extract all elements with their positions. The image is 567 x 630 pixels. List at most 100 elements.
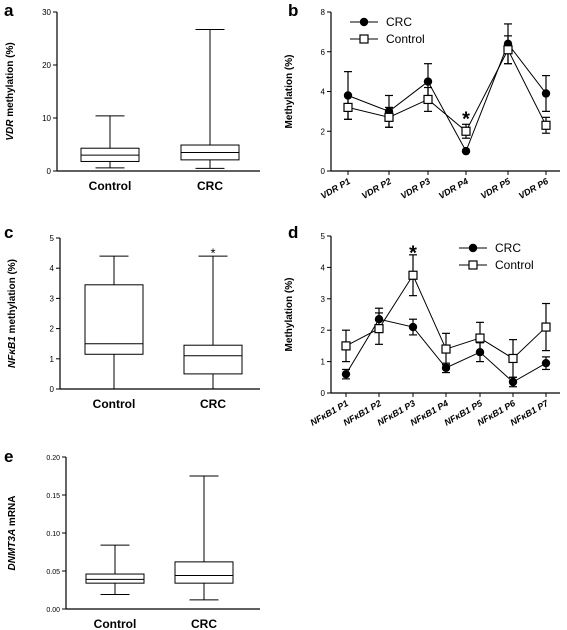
x-category-label: CRC (191, 617, 217, 630)
data-point-control (423, 94, 433, 105)
x-category-label: NFκB1 P2 (342, 398, 383, 428)
y-tick-label: 4 (321, 88, 326, 97)
data-point-control (374, 324, 384, 334)
x-category-label: Control (94, 617, 137, 630)
y-tick-label: 6 (321, 48, 326, 57)
panel-letter: e (4, 447, 13, 466)
panel-c: c 0 1 2 3 4 5 NFκB1 methylation (%) Control CRC * (4, 223, 260, 411)
y-tick-label: 0.10 (46, 531, 60, 538)
data-point-crc (541, 358, 551, 368)
y-tick-label: 0 (50, 385, 55, 394)
y-tick-label: 1 (321, 358, 326, 367)
data-point-control (441, 344, 451, 354)
legend-marker (468, 243, 478, 253)
legend-marker (359, 34, 369, 44)
data-point-crc (423, 77, 433, 86)
y-tick-label: 0 (47, 167, 52, 176)
data-point-crc (461, 146, 471, 156)
legend-label: CRC (495, 241, 521, 255)
x-category-label: NFκB1 P7 (509, 398, 551, 428)
series-line-crc (347, 42, 547, 153)
legend-label: Control (495, 258, 534, 272)
y-tick-label: 4 (321, 263, 326, 272)
y-tick-label: 0.05 (46, 569, 60, 576)
y-axis-label-gene: NFκB1 (7, 336, 18, 368)
x-category-label: VDR P6 (517, 176, 551, 201)
y-tick-label: 2 (50, 325, 55, 334)
y-tick-label: 0.15 (46, 493, 60, 500)
y-tick-label: 4 (50, 264, 55, 273)
x-category-label: CRC (200, 397, 226, 411)
y-tick-label: 1 (50, 355, 55, 364)
y-tick-label: 10 (42, 114, 51, 123)
y-tick-label: 2 (321, 127, 326, 136)
y-axis-label-text: methylation (%) (5, 42, 16, 119)
significance-marker: * (210, 246, 215, 261)
data-point-crc (508, 377, 518, 387)
x-category-label: VDR P5 (479, 176, 513, 201)
data-point-control (408, 270, 418, 280)
data-point-crc (441, 363, 451, 373)
y-axis-label-gene: VDR (5, 119, 16, 141)
panel-a: a 0 10 20 30 VDR methylation (%) Control CRC (4, 1, 260, 193)
legend-marker (468, 260, 478, 270)
data-point-crc (343, 91, 353, 100)
panel-letter: b (288, 1, 298, 20)
y-tick-label: 0.00 (46, 607, 60, 614)
y-axis-label: Methylation (%) (284, 278, 295, 352)
box-crc (174, 561, 234, 584)
data-point-control (541, 120, 551, 130)
y-axis-label-gene: DNMT3A (7, 529, 18, 571)
x-category-label: VDR P1 (319, 176, 352, 201)
data-point-control (461, 126, 471, 136)
data-point-crc (374, 315, 384, 324)
legend-marker (359, 17, 369, 27)
data-point-crc (475, 347, 485, 357)
panel-letter: c (4, 223, 13, 242)
y-tick-label: 0.20 (46, 455, 60, 462)
data-point-control (341, 341, 351, 351)
series-line-control (347, 48, 547, 133)
y-tick-label: 5 (50, 234, 55, 243)
panel-letter: d (288, 223, 298, 242)
significance-marker: * (462, 108, 470, 130)
panel-e: e 0.00 0.05 0.10 0.15 0.20 DNMT3A mRNA Control C… (4, 447, 260, 630)
data-point-control (508, 353, 518, 364)
data-point-crc (341, 369, 351, 379)
y-tick-label: 8 (321, 8, 326, 17)
panel-letter: a (4, 1, 14, 20)
y-tick-label: 0 (321, 389, 326, 398)
y-tick-label: 3 (50, 294, 55, 303)
x-category-label: Control (93, 397, 136, 411)
x-category-label: VDR P4 (437, 176, 470, 201)
x-category-label: VDR P3 (399, 176, 432, 201)
x-category-label: CRC (197, 179, 223, 193)
y-axis-label-text: methylation (%) (7, 259, 18, 336)
box-control (85, 573, 145, 584)
y-axis-label: NFκB1 methylation (%) (7, 259, 18, 368)
significance-marker: * (409, 243, 417, 265)
x-category-label: Control (89, 179, 132, 193)
y-axis-label-text: mRNA (7, 495, 18, 528)
y-tick-label: 0 (321, 167, 326, 176)
data-point-control (343, 102, 353, 113)
box-control (84, 284, 144, 355)
y-axis-label: DNMT3A mRNA (7, 495, 18, 570)
data-point-control (384, 112, 394, 122)
y-axis-label: VDR methylation (%) (5, 42, 16, 140)
data-point-control (541, 322, 551, 332)
data-point-control (475, 333, 485, 343)
data-point-crc (541, 89, 551, 98)
data-point-crc (408, 322, 418, 332)
y-tick-label: 5 (321, 232, 326, 241)
x-category-label: NFκB1 P4 (409, 398, 450, 428)
legend-label: Control (386, 32, 425, 46)
legend-label: CRC (386, 15, 412, 29)
box-crc (183, 344, 243, 375)
data-point-control (503, 45, 513, 55)
y-tick-label: 2 (321, 326, 326, 335)
y-tick-label: 20 (42, 61, 51, 70)
